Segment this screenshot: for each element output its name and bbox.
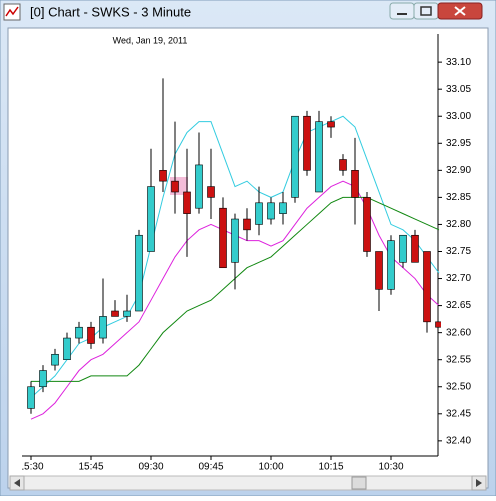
candle-body <box>111 310 119 317</box>
x-tick-label: 15:45 <box>78 462 103 473</box>
arrow-right <box>476 479 482 487</box>
y-tick-label: 33.10 <box>446 57 471 68</box>
candle-body <box>219 207 227 269</box>
candle-body <box>399 234 407 263</box>
minimize-button[interactable] <box>389 2 415 20</box>
y-tick-label: 32.75 <box>446 246 471 257</box>
candle-body <box>423 251 431 323</box>
y-tick-label: 32.45 <box>446 408 471 419</box>
candle-body <box>279 202 287 214</box>
candle-body <box>435 321 441 328</box>
candle-body <box>183 191 191 214</box>
window-title: [0] Chart - SWKS - 3 Minute <box>30 4 191 19</box>
candle-body <box>159 170 167 182</box>
x-tick-label: 10:15 <box>318 462 343 473</box>
x-tick-label: 10:30 <box>378 462 403 473</box>
arrow-left <box>14 479 20 487</box>
candle-body <box>339 159 347 171</box>
y-tick-label: 32.70 <box>446 273 471 284</box>
date-label: Wed, Jan 19, 2011 <box>113 35 188 45</box>
candle-body <box>27 386 35 409</box>
candle-body <box>303 115 311 171</box>
candle-body <box>195 164 203 209</box>
candle-body <box>63 337 71 360</box>
y-tick-label: 32.60 <box>446 327 471 338</box>
candle-body <box>87 326 95 344</box>
candle-body <box>351 170 359 198</box>
moving-average <box>30 115 440 398</box>
x-tick-label: 09:30 <box>138 462 163 473</box>
candle-body <box>387 240 395 290</box>
candle-body <box>75 326 83 339</box>
candle-body <box>315 121 323 193</box>
y-tick-label: 33.00 <box>446 111 471 122</box>
x-tick-label: 10:00 <box>258 462 283 473</box>
candle-body <box>411 234 419 263</box>
y-tick-label: 32.55 <box>446 354 471 365</box>
candle-body <box>243 218 251 231</box>
x-tick-label: 09:45 <box>198 462 223 473</box>
scroll-thumb[interactable] <box>351 476 367 490</box>
x-tick-label: 15:30 <box>18 462 43 473</box>
candle-body <box>363 197 371 252</box>
candle-body <box>375 251 383 290</box>
y-tick-label: 32.90 <box>446 165 471 176</box>
candle-body <box>135 234 143 312</box>
candle-body <box>231 218 239 263</box>
y-tick-label: 32.80 <box>446 219 471 230</box>
candle-body <box>267 202 275 220</box>
candle-body <box>207 186 215 198</box>
scrollbar[interactable] <box>9 475 487 491</box>
close-glyph <box>454 6 466 16</box>
candle-body <box>291 115 299 198</box>
y-tick-label: 33.05 <box>446 84 471 95</box>
y-tick-label: 32.50 <box>446 381 471 392</box>
candle-body <box>39 370 47 388</box>
maximize-button[interactable] <box>413 2 439 20</box>
maximize-glyph <box>420 6 432 16</box>
icon-glyph <box>5 6 19 17</box>
candle-body <box>171 180 179 193</box>
y-tick-label: 32.85 <box>446 192 471 203</box>
candle-body <box>255 202 263 225</box>
candle-body <box>147 186 155 252</box>
client-area <box>7 27 489 489</box>
candle-body <box>123 310 131 317</box>
y-tick-label: 32.95 <box>446 138 471 149</box>
y-tick-label: 32.40 <box>446 435 471 446</box>
candle-body <box>327 121 335 128</box>
y-tick-label: 32.65 <box>446 300 471 311</box>
candle-body <box>51 353 59 366</box>
candle-body <box>99 316 107 339</box>
